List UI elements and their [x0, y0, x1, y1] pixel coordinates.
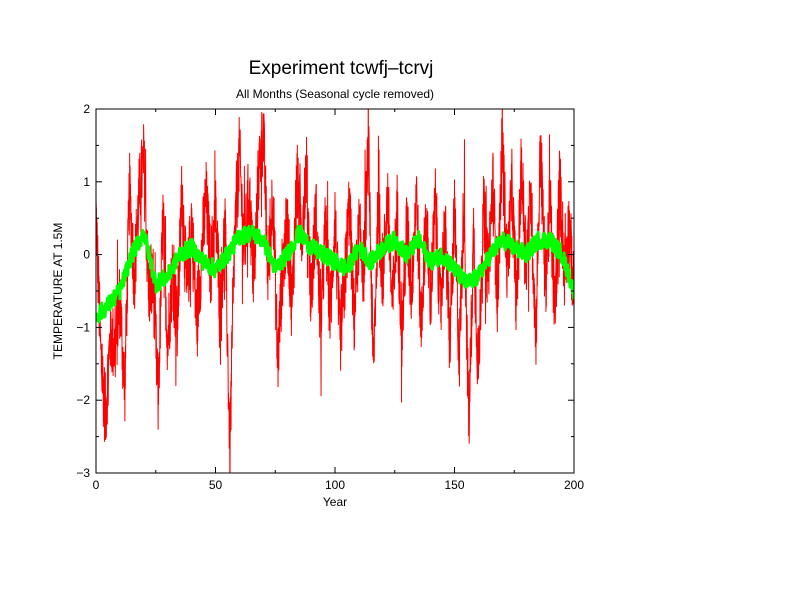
chart-title: Experiment tcwfj–tcrvj [249, 58, 434, 79]
x-tick-label: 100 [325, 478, 345, 492]
chart-subtitle: All Months (Seasonal cycle removed) [236, 87, 434, 101]
y-axis-label: TEMPERATURE AT 1.5M [51, 223, 65, 360]
y-tick-label: 0 [83, 248, 90, 262]
axis-ticks: 0 50 100 150 200 −3 −2 −1 0 1 2 [76, 102, 584, 492]
y-tick-label: 1 [83, 175, 90, 189]
y-tick-label: −3 [76, 466, 90, 480]
series-layer [96, 109, 574, 473]
series-line-green [96, 224, 574, 324]
y-tick-label: −1 [76, 320, 90, 334]
y-tick-label: 2 [83, 102, 90, 116]
series-line-red [96, 109, 574, 473]
y-tick-label: −2 [76, 393, 90, 407]
x-axis-label: Year [323, 495, 347, 509]
x-tick-label: 50 [209, 478, 223, 492]
x-tick-label: 150 [444, 478, 464, 492]
x-tick-label: 0 [93, 478, 100, 492]
x-tick-label: 200 [564, 478, 584, 492]
